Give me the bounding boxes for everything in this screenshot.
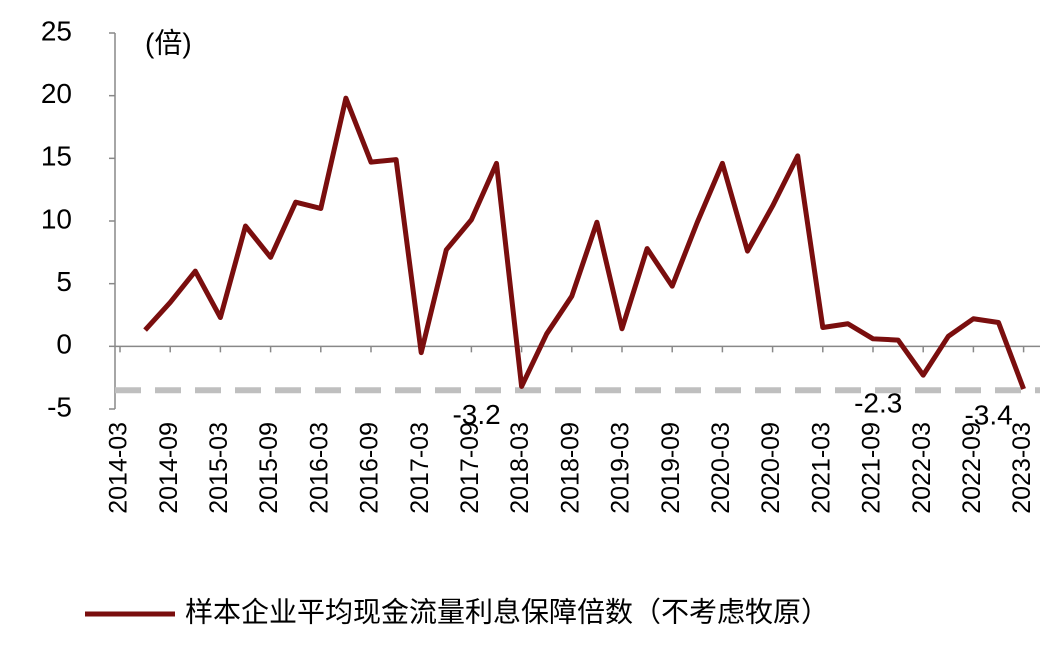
y-tick-label: 15 bbox=[41, 141, 72, 172]
x-tick-label: 2021-03 bbox=[807, 422, 835, 514]
x-tick-label: 2019-09 bbox=[657, 422, 685, 514]
x-tick-label: 2020-03 bbox=[707, 422, 735, 514]
y-tick-label: 0 bbox=[56, 329, 72, 360]
x-tick-label: 2019-03 bbox=[607, 422, 635, 514]
data-label: -3.2 bbox=[452, 399, 500, 430]
unit-label: (倍) bbox=[145, 27, 192, 58]
x-tick-label: 2023-03 bbox=[1008, 422, 1036, 514]
x-tick-label: 2022-03 bbox=[908, 422, 936, 514]
x-tick-label: 2017-09 bbox=[456, 422, 484, 514]
x-tick-label: 2020-09 bbox=[757, 422, 785, 514]
y-tick-label: 10 bbox=[41, 203, 72, 234]
legend-label: 样本企业平均现金流量利息保障倍数（不考虑牧原） bbox=[185, 596, 829, 627]
x-tick-label: 2014-09 bbox=[155, 422, 183, 514]
x-tick-label: 2022-09 bbox=[958, 422, 986, 514]
x-tick-label: 2015-09 bbox=[255, 422, 283, 514]
x-tick-label: 2017-03 bbox=[406, 422, 434, 514]
y-tick-label: -5 bbox=[47, 391, 72, 422]
y-tick-label: 5 bbox=[56, 266, 72, 297]
x-tick-label: 2021-09 bbox=[858, 422, 886, 514]
series-line bbox=[143, 95, 1026, 390]
data-label: -3.4 bbox=[964, 399, 1012, 430]
x-tick-label: 2014-03 bbox=[105, 422, 133, 514]
x-tick-label: 2018-03 bbox=[506, 422, 534, 514]
x-tick-label: 2018-09 bbox=[556, 422, 584, 514]
y-tick-label: 25 bbox=[41, 15, 72, 46]
x-tick-label: 2016-03 bbox=[305, 422, 333, 514]
x-tick-label: 2015-03 bbox=[205, 422, 233, 514]
x-tick-label: 2016-09 bbox=[356, 422, 384, 514]
y-tick-label: 20 bbox=[41, 78, 72, 109]
data-label: -2.3 bbox=[854, 388, 902, 419]
